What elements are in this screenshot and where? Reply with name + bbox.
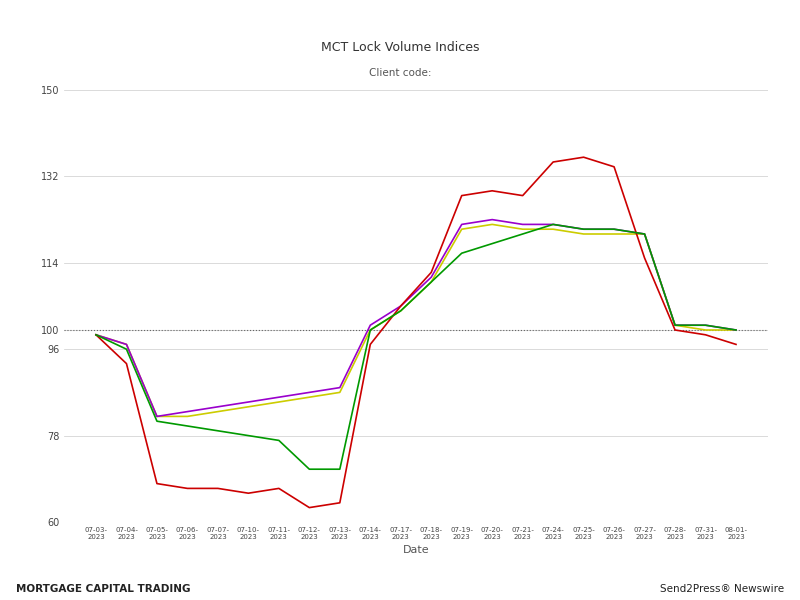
Cash Out (487, 240, 497, 247)
Rate/Term (701, 331, 710, 338)
Cash Out (396, 307, 406, 314)
Cash Out (548, 221, 558, 228)
Cash Out (274, 437, 284, 444)
Line: Cash Out: Cash Out (96, 224, 736, 469)
Total (366, 326, 375, 334)
Total (701, 326, 710, 334)
Cash Out (335, 466, 345, 473)
Purchase (518, 221, 527, 228)
Purchase (335, 384, 345, 391)
Purchase (579, 226, 589, 233)
Total (91, 331, 101, 338)
Line: Total: Total (96, 224, 736, 416)
Cash Out (457, 250, 466, 257)
Purchase (457, 221, 466, 228)
Total (610, 230, 619, 238)
Purchase (91, 331, 101, 338)
Purchase (243, 398, 253, 406)
Purchase (182, 408, 192, 415)
Cash Out (610, 226, 619, 233)
Purchase (122, 341, 131, 348)
Rate/Term (457, 192, 466, 199)
Line: Purchase: Purchase (96, 220, 736, 416)
Total (152, 413, 162, 420)
Purchase (487, 216, 497, 223)
Purchase (305, 389, 314, 396)
Rate/Term (182, 485, 192, 492)
Rate/Term (670, 326, 680, 334)
Total (243, 403, 253, 410)
Cash Out (213, 427, 222, 434)
Rate/Term (640, 254, 650, 262)
Rate/Term (731, 341, 741, 348)
Rate/Term (91, 331, 101, 338)
Total (305, 394, 314, 401)
Text: MCT Lock Volume Indices: MCT Lock Volume Indices (321, 41, 479, 54)
Total (731, 326, 741, 334)
Cash Out (152, 418, 162, 425)
Total (122, 341, 131, 348)
Rate/Term (579, 154, 589, 161)
Purchase (701, 322, 710, 329)
Total (457, 226, 466, 233)
Rate/Term (487, 187, 497, 194)
Text: Send2Press® Newswire: Send2Press® Newswire (660, 584, 784, 594)
Total (518, 226, 527, 233)
Rate/Term (122, 360, 131, 367)
Total (213, 408, 222, 415)
X-axis label: Date: Date (402, 545, 430, 556)
Total (396, 307, 406, 314)
Purchase (670, 322, 680, 329)
Total (487, 221, 497, 228)
Cash Out (122, 346, 131, 353)
Rate/Term (305, 504, 314, 511)
Purchase (548, 221, 558, 228)
Cash Out (518, 230, 527, 238)
Purchase (152, 413, 162, 420)
Total (640, 230, 650, 238)
Cash Out (182, 422, 192, 430)
Cash Out (640, 230, 650, 238)
Purchase (396, 302, 406, 310)
Rate/Term (610, 163, 619, 170)
Total (548, 226, 558, 233)
Cash Out (670, 322, 680, 329)
Total (274, 398, 284, 406)
Cash Out (579, 226, 589, 233)
Text: MORTGAGE CAPITAL TRADING: MORTGAGE CAPITAL TRADING (16, 584, 190, 594)
Rate/Term (213, 485, 222, 492)
Line: Rate/Term: Rate/Term (96, 157, 736, 508)
Cash Out (426, 278, 436, 286)
Rate/Term (518, 192, 527, 199)
Purchase (610, 226, 619, 233)
Total (426, 278, 436, 286)
Purchase (213, 403, 222, 410)
Rate/Term (335, 499, 345, 506)
Cash Out (701, 322, 710, 329)
Purchase (274, 394, 284, 401)
Total (335, 389, 345, 396)
Rate/Term (548, 158, 558, 166)
Cash Out (366, 326, 375, 334)
Rate/Term (426, 269, 436, 276)
Rate/Term (243, 490, 253, 497)
Rate/Term (366, 341, 375, 348)
Rate/Term (396, 302, 406, 310)
Purchase (366, 322, 375, 329)
Total (579, 230, 589, 238)
Purchase (426, 274, 436, 281)
Total (182, 413, 192, 420)
Cash Out (91, 331, 101, 338)
Rate/Term (152, 480, 162, 487)
Cash Out (731, 326, 741, 334)
Rate/Term (274, 485, 284, 492)
Total (670, 322, 680, 329)
Cash Out (305, 466, 314, 473)
Purchase (731, 326, 741, 334)
Text: Client code:: Client code: (369, 68, 431, 78)
Cash Out (243, 432, 253, 439)
Purchase (640, 230, 650, 238)
